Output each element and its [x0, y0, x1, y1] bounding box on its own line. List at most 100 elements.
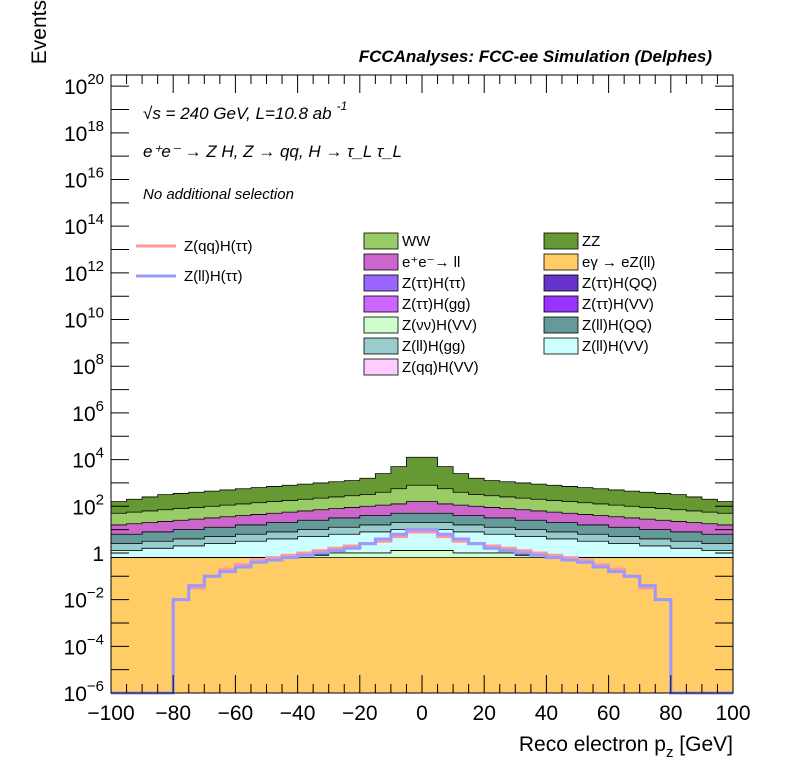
- legend-label: Z(ττ)H(QQ): [582, 275, 657, 292]
- legend-label: e⁺e⁻→ ll: [402, 254, 460, 271]
- legend-label: Z(ττ)H(VV): [582, 296, 654, 313]
- x-tick-label: −80: [155, 702, 191, 725]
- legend-swatch: [363, 253, 399, 271]
- signal-lines: [111, 528, 733, 695]
- legend-swatch: [543, 253, 579, 271]
- y-axis-ticks: 10−610−410−21102104106108101010121014101…: [64, 71, 733, 706]
- x-tick-label: −20: [342, 702, 378, 725]
- legend-swatch: [363, 316, 399, 334]
- y-tick-base: 10: [72, 496, 95, 519]
- y-tick-label: 1014: [64, 211, 104, 239]
- chart-title: FCCAnalyses: FCC-ee Simulation (Delphes): [359, 47, 713, 66]
- y-tick-base: 10: [64, 263, 87, 286]
- annotation-energy-text: √s = 240 GeV, L=10.8 ab: [143, 104, 332, 123]
- legend-signal: Z(qq)H(ττ) Z(ll)H(ττ): [136, 238, 253, 285]
- legend-swatch: [363, 232, 399, 250]
- legend-label: Z(ll)H(gg): [402, 338, 465, 355]
- legend-swatch: [363, 295, 399, 313]
- y-tick-label: 1: [92, 543, 104, 566]
- legend-label: Z(νν)H(VV): [402, 317, 477, 334]
- signal-line-2: [111, 528, 733, 695]
- legend-signal-label: Z(ll)H(ττ): [184, 268, 243, 285]
- y-tick-label: 106: [72, 398, 104, 426]
- legend-label: Z(ll)H(QQ): [582, 317, 652, 334]
- annotation-energy-sup: -1: [337, 99, 348, 113]
- y-tick-exponent: 14: [87, 211, 104, 228]
- y-tick-base: 10: [64, 170, 87, 193]
- legend-swatch: [543, 337, 579, 355]
- x-axis-label: Reco electron pz [GeV]: [519, 733, 733, 761]
- y-tick-label: 1016: [64, 165, 104, 193]
- legend-swatch: [543, 295, 579, 313]
- x-tick-label: 20: [473, 702, 496, 725]
- x-axis-label-sub: z: [666, 744, 674, 761]
- legend-swatch: [363, 358, 399, 376]
- y-tick-label: 102: [72, 491, 104, 519]
- y-axis-label: Events: [28, 0, 51, 64]
- x-tick-label: 80: [659, 702, 682, 725]
- y-tick-label: 1020: [64, 71, 104, 99]
- legend-label: eγ → eZ(ll): [582, 254, 655, 271]
- y-tick-exponent: 20: [87, 71, 104, 88]
- y-tick-label: 10−6: [64, 678, 104, 706]
- y-tick-exponent: 18: [87, 118, 104, 135]
- y-tick-exponent: 10: [87, 305, 104, 322]
- annotations: √s = 240 GeV, L=10.8 ab -1 e⁺e⁻ → Z H, Z …: [143, 99, 402, 203]
- y-tick-label: 1018: [64, 118, 104, 146]
- y-tick-label: 10−4: [64, 631, 104, 659]
- legend-label: ZZ: [582, 233, 600, 250]
- x-tick-label: −60: [218, 702, 254, 725]
- y-tick-exponent: 8: [96, 351, 104, 368]
- legend-label: Z(ττ)H(ττ): [402, 275, 466, 292]
- legend-background-right: ZZ eγ → eZ(ll) Z(ττ)H(QQ) Z(ττ)H(VV) Z(ll)H(…: [543, 232, 657, 355]
- legend-swatch: [543, 232, 579, 250]
- y-tick-exponent: −4: [87, 631, 104, 648]
- x-tick-label: −40: [280, 702, 316, 725]
- y-tick-base: 10: [64, 310, 87, 333]
- y-tick-base: 10: [72, 450, 95, 473]
- y-tick-exponent: −2: [87, 585, 104, 602]
- y-tick-base: 10: [72, 356, 95, 379]
- y-tick-label: 108: [72, 351, 104, 379]
- legend-label: Z(ll)H(VV): [582, 338, 649, 355]
- x-axis-label-text: Reco electron p: [519, 733, 666, 756]
- x-tick-label: −100: [87, 702, 134, 725]
- stack-layer-1: [110, 557, 734, 694]
- y-tick-exponent: 12: [87, 258, 104, 275]
- annotation-process: e⁺e⁻ → Z H, Z → qq, H → τ_L τ_L: [143, 142, 402, 161]
- legend-swatch: [543, 316, 579, 334]
- y-tick-label: 104: [72, 445, 104, 473]
- y-tick-base: 10: [64, 683, 87, 706]
- legend-swatch: [363, 274, 399, 292]
- x-axis-ticks: −100 −80 −60 −40 −20 0 20 40 60 80 100: [87, 75, 751, 725]
- y-tick-base: 10: [64, 123, 87, 146]
- y-tick-base: 10: [72, 403, 95, 426]
- y-tick-label: 1012: [64, 258, 104, 286]
- legend-swatch: [543, 274, 579, 292]
- stacked-histograms: [110, 456, 734, 694]
- x-tick-label: 40: [535, 702, 558, 725]
- y-tick-exponent: 2: [96, 491, 104, 508]
- y-tick-exponent: 4: [96, 445, 104, 462]
- y-tick-base: 10: [64, 636, 87, 659]
- plot-area: −100 −80 −60 −40 −20 0 20 40 60 80 100 10−610−410−…: [64, 71, 751, 725]
- legend-swatch: [363, 337, 399, 355]
- x-tick-label: 0: [416, 702, 428, 725]
- y-tick-label: 1010: [64, 305, 104, 333]
- x-axis-label-unit: [GeV]: [673, 733, 733, 756]
- y-tick-label: 10−2: [64, 585, 104, 613]
- legend-signal-label: Z(qq)H(ττ): [184, 238, 253, 255]
- legend-label: WW: [402, 233, 431, 250]
- y-tick-exponent: −6: [87, 678, 104, 695]
- annotation-energy: √s = 240 GeV, L=10.8 ab -1: [143, 99, 347, 123]
- y-tick-exponent: 6: [96, 398, 104, 415]
- annotation-selection: No additional selection: [143, 186, 294, 203]
- legend-background-left: WW e⁺e⁻→ ll Z(ττ)H(ττ) Z(ττ)H(gg) Z(νν)H(VV)…: [363, 232, 479, 376]
- y-tick-base: 10: [64, 76, 87, 99]
- x-tick-label: 60: [597, 702, 620, 725]
- legend-label: Z(qq)H(VV): [402, 359, 479, 376]
- y-tick-base: 10: [64, 216, 87, 239]
- y-tick-base: 10: [64, 590, 87, 613]
- x-tick-label: 100: [715, 702, 750, 725]
